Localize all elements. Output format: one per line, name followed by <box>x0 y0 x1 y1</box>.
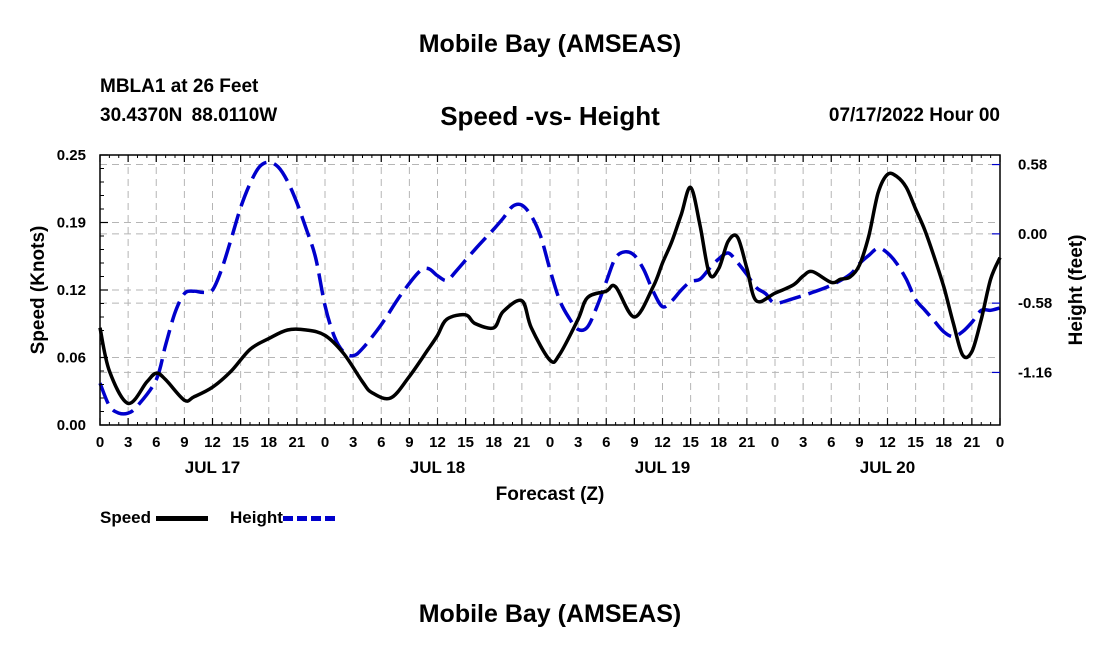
y-right-tick-label: -0.58 <box>1018 295 1052 312</box>
x-tick-label: 18 <box>935 434 952 451</box>
x-tick-label: 21 <box>964 434 981 451</box>
series-line-height <box>98 160 1001 416</box>
chart-title: Speed -vs- Height <box>440 101 660 131</box>
day-label: JUL 20 <box>860 458 915 477</box>
legend-label-speed: Speed <box>100 508 152 527</box>
y-axis-label-left: Speed (Knots) <box>28 226 49 355</box>
x-tick-label: 21 <box>514 434 531 451</box>
series-layer <box>98 160 1002 416</box>
y-left-tick-label: 0.06 <box>57 350 86 367</box>
x-tick-label: 21 <box>739 434 756 451</box>
x-tick-label: 9 <box>855 434 863 451</box>
legend-item-height: Height <box>230 508 335 528</box>
x-tick-label: 12 <box>204 434 221 451</box>
x-tick-label: 21 <box>289 434 306 451</box>
x-tick-label: 12 <box>654 434 671 451</box>
x-tick-label: 6 <box>152 434 160 451</box>
y-left-tick-label: 0.19 <box>57 215 86 232</box>
x-tick-label: 3 <box>124 434 132 451</box>
x-tick-label: 9 <box>405 434 413 451</box>
station-label: MBLA1 at 26 Feet <box>100 76 259 97</box>
grid <box>100 155 1000 425</box>
x-axis-label: Forecast (Z) <box>496 484 605 505</box>
y-left-tick-label: 0.00 <box>57 417 86 434</box>
x-tick-label: 3 <box>574 434 582 451</box>
x-tick-label: 15 <box>457 434 474 451</box>
day-label: JUL 18 <box>410 458 465 477</box>
x-tick-label: 6 <box>602 434 610 451</box>
x-tick-label: 3 <box>349 434 357 451</box>
y-right-tick-label: 0.00 <box>1018 226 1047 243</box>
x-tick-label: 18 <box>710 434 727 451</box>
y-right-tick-label: 0.58 <box>1018 157 1047 174</box>
day-label: JUL 17 <box>185 458 240 477</box>
x-tick-label: 9 <box>180 434 188 451</box>
x-tick-label: 15 <box>232 434 249 451</box>
page-title: Mobile Bay (AMSEAS) <box>418 30 682 58</box>
x-tick-label: 12 <box>879 434 896 451</box>
y-right-tick-label: -1.16 <box>1018 364 1052 381</box>
x-tick-label: 18 <box>485 434 502 451</box>
x-tick-label: 9 <box>630 434 638 451</box>
ticks: 0 3 6 9 12 15 18 21 0 3 6 9 12 15 18 21 0 3 6 9 12 15 18 21 0 3 6 9… <box>57 147 1052 477</box>
y-axis-label-right: Height (feet) <box>1066 235 1087 346</box>
x-tick-label: 0 <box>96 434 104 451</box>
legend-label-height: Height <box>230 508 283 527</box>
legend-swatch-height <box>282 516 335 522</box>
x-tick-label: 6 <box>827 434 835 451</box>
y-left-tick-label: 0.25 <box>57 147 86 164</box>
x-tick-label: 15 <box>907 434 924 451</box>
x-tick-label: 15 <box>682 434 699 451</box>
legend-item-speed: Speed <box>100 508 208 528</box>
y-left-tick-label: 0.12 <box>57 282 86 299</box>
x-tick-label: 0 <box>546 434 554 451</box>
forecast-run-time: 07/17/2022 Hour 00 <box>828 105 1000 126</box>
x-tick-label: 12 <box>429 434 446 451</box>
x-tick-label: 0 <box>771 434 779 451</box>
station-coordinates: 30.4370N 88.0110W <box>100 105 278 126</box>
footer-title: Mobile Bay (AMSEAS) <box>418 600 682 628</box>
x-tick-label: 0 <box>996 434 1004 451</box>
x-tick-label: 3 <box>799 434 807 451</box>
legend-swatch-speed <box>155 516 208 522</box>
series-line-speed <box>98 171 1002 406</box>
x-tick-label: 6 <box>377 434 385 451</box>
x-tick-label: 18 <box>260 434 277 451</box>
day-label: JUL 19 <box>635 458 690 477</box>
speed-vs-height-chart: 0 3 6 9 12 15 18 21 0 3 6 9 12 15 18 21 0 3 6 9 12 15 18 21 0 3 6 9… <box>28 147 1087 505</box>
x-tick-label: 0 <box>321 434 329 451</box>
